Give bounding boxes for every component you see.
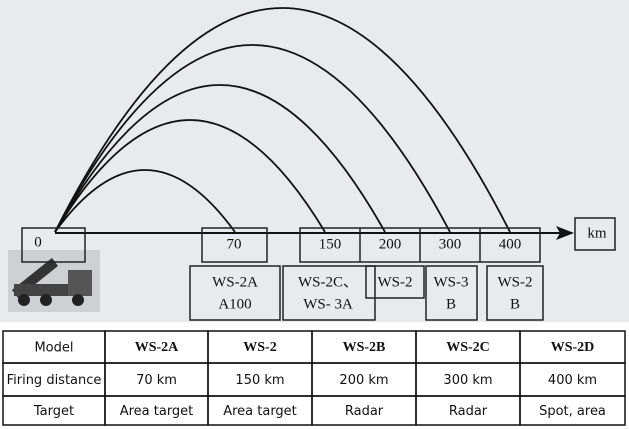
- table-text: Radar: [449, 404, 488, 419]
- table-text: WS-2D: [551, 340, 595, 355]
- table-text: Area target: [223, 404, 297, 419]
- table-text: WS-2C: [446, 340, 490, 355]
- range-label: 200: [379, 236, 402, 252]
- model-label: WS- 3A: [303, 296, 353, 312]
- table-text: 70 km: [136, 373, 177, 388]
- model-box: [425, 265, 478, 321]
- table-text: WS-2B: [343, 340, 386, 355]
- spec-table: Model WS-2A WS-2 WS-2B WS-2C WS-2D Firing dist…: [2, 330, 626, 426]
- table-text: Radar: [345, 404, 384, 419]
- trajectory: [54, 84, 386, 233]
- launcher-truck: [8, 250, 100, 312]
- model-label: WS-2C、: [298, 274, 358, 290]
- model-label: WS-3: [434, 274, 469, 290]
- model-label: B: [510, 296, 520, 312]
- range-box: [21, 227, 86, 263]
- table-text: 400 km: [548, 373, 597, 388]
- row-header: Target: [33, 404, 74, 419]
- table-text: WS-2: [243, 340, 276, 355]
- model-label: WS-2: [378, 274, 413, 290]
- row-header: Model: [34, 341, 73, 356]
- range-label: 0: [34, 234, 42, 250]
- unit-label: km: [587, 225, 607, 241]
- range-label: 300: [439, 236, 462, 252]
- range-label: 70: [227, 236, 242, 252]
- table-text: WS-2A: [135, 340, 179, 355]
- model-label: A100: [218, 296, 251, 312]
- range-label: 400: [499, 236, 522, 252]
- model-box: [189, 265, 281, 321]
- trajectory: [54, 7, 511, 233]
- model-label: WS-2A: [212, 274, 258, 290]
- trajectory: [54, 44, 451, 233]
- table-text: 200 km: [339, 373, 388, 388]
- range-box: [201, 227, 268, 263]
- trajectory: [54, 169, 236, 233]
- diagram-background: [0, 0, 629, 322]
- table-text: 300 km: [443, 373, 492, 388]
- row-header: Firing distance: [7, 373, 102, 388]
- model-label: WS-2: [498, 274, 533, 290]
- model-box: [486, 265, 544, 321]
- unit-box: [574, 217, 616, 251]
- trajectory: [54, 119, 326, 233]
- table-text: Area target: [120, 404, 194, 419]
- table-text: 150 km: [235, 373, 284, 388]
- range-label: 150: [319, 236, 342, 252]
- table-text: Spot, area: [539, 404, 606, 419]
- model-label: B: [446, 296, 456, 312]
- axis-arrow: [556, 226, 574, 240]
- table-cell: [519, 395, 626, 426]
- model-box: [282, 265, 376, 321]
- model-box: [365, 265, 425, 299]
